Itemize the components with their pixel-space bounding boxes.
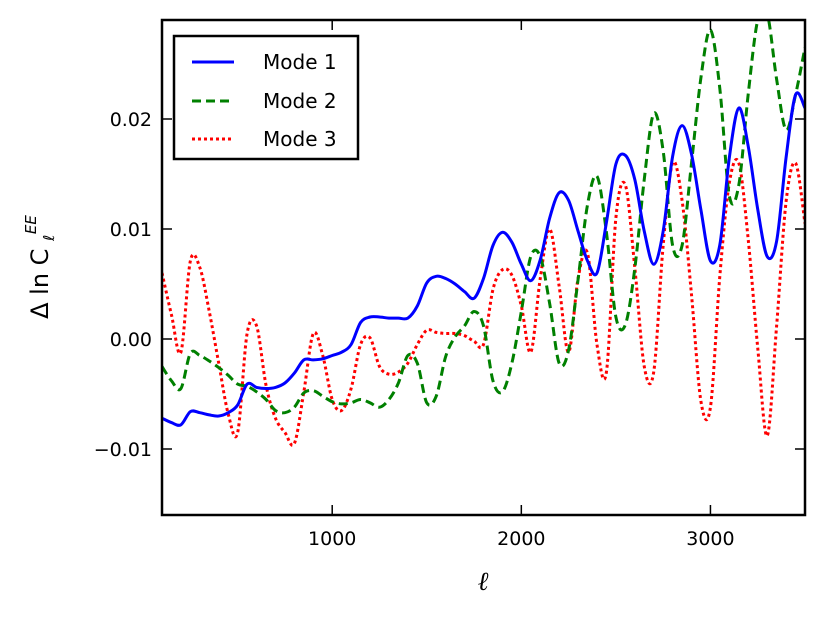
series-layer [162,20,805,447]
legend: Mode 1 Mode 2 Mode 3 [172,34,360,161]
plot-frame [160,18,807,517]
legend-label-mode-2: Mode 2 [263,89,337,113]
legend-box [172,34,360,161]
y-tick-label: 0.02 [110,109,152,131]
x-axis-label: ℓ [478,567,489,597]
y-tick-label: 0.00 [110,329,152,351]
series-line-mode-1 [162,91,805,427]
y-axis-label-sup: EE [22,215,40,234]
legend-label-mode-1: Mode 1 [263,50,337,74]
legend-label-mode-3: Mode 3 [263,127,337,151]
series-line-mode-3 [162,157,805,447]
tick-layer: 1000 2000 3000 −0.01 0.00 0.01 0.02 [94,20,805,550]
y-tick-label: −0.01 [94,439,152,461]
y-tick-label: 0.01 [110,219,152,241]
x-tick-label: 2000 [497,528,545,550]
x-tick-label: 1000 [308,528,356,550]
y-axis-label-sub: ℓ [40,235,58,242]
y-axis-label: Δ ln C ℓ EE [22,215,60,319]
y-axis-label-main: Δ ln C [26,249,54,319]
series-line-mode-2 [162,20,805,415]
svg-text:Δ ln C ℓ EE: Δ ln C ℓ EE [22,215,60,319]
x-tick-label: 3000 [686,528,734,550]
